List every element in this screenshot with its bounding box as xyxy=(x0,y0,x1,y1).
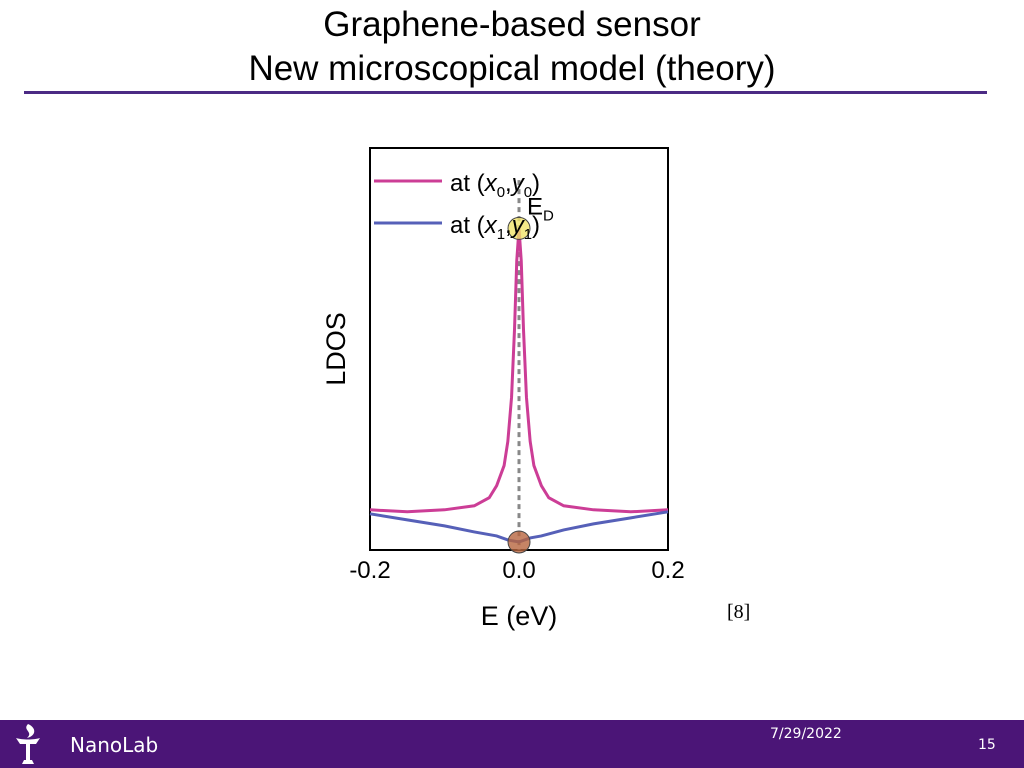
x-tick-label-2: 0.2 xyxy=(651,557,684,584)
dirac-point-label: ED xyxy=(527,193,554,224)
slide-title-line-1: Graphene-based sensor xyxy=(323,5,701,44)
series-layer xyxy=(369,228,669,544)
title-divider xyxy=(24,91,987,94)
footer-bar xyxy=(0,720,1024,768)
dirac-peak-marker xyxy=(507,216,531,240)
x-tick-labels: -0.2 0.0 0.2 xyxy=(349,557,684,584)
ldos-chart: at (x0,y0) at (x1,y1) ED -0.2 0.0 0.2 E (e… xyxy=(321,147,685,631)
dirac-min-marker xyxy=(507,530,531,554)
annotation-markers xyxy=(507,216,531,554)
legend-label-series-0: at (x0,y0) xyxy=(450,170,540,201)
footer-brand: NanoLab xyxy=(70,733,159,757)
y-axis-label: LDOS xyxy=(321,312,351,386)
slide-title-line-2: New microscopical model (theory) xyxy=(248,49,776,88)
legend-label-series-1: at (x1,y1) xyxy=(450,212,540,243)
footer-date: 7/29/2022 xyxy=(770,726,842,742)
x-tick-label-0: -0.2 xyxy=(349,557,390,584)
citation: [8] xyxy=(727,601,751,623)
x-axis-label: E (eV) xyxy=(481,601,558,631)
page-number: 15 xyxy=(978,737,996,753)
x-tick-label-1: 0.0 xyxy=(502,557,535,584)
torch-logo-icon xyxy=(16,724,40,764)
legend: at (x0,y0) at (x1,y1) xyxy=(374,170,540,243)
